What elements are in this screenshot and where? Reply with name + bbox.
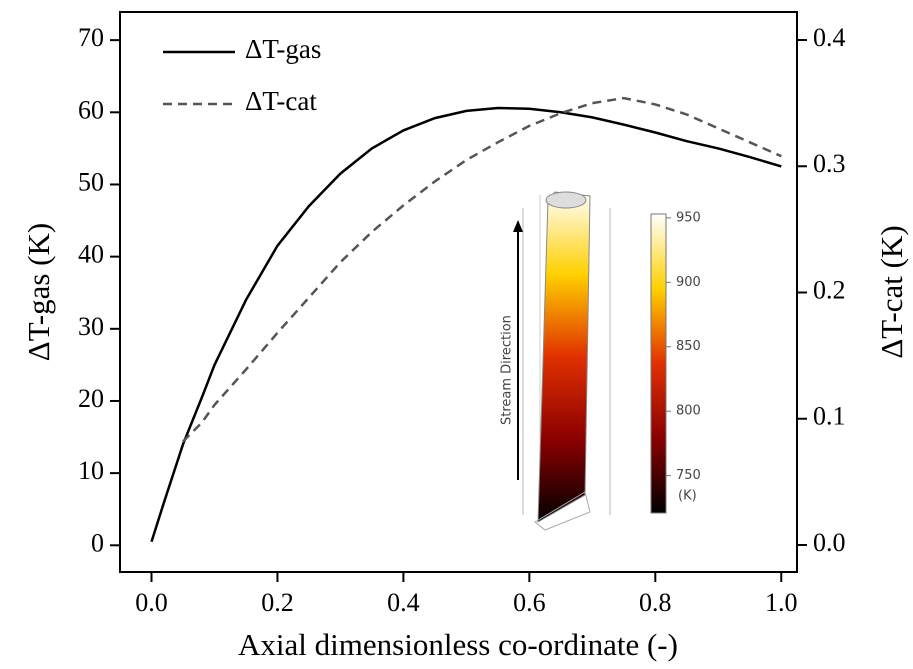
colorbar: [650, 213, 667, 514]
y2-axis-title: ΔT-cat (K): [874, 225, 909, 358]
x-tick-label: 0.4: [387, 588, 420, 617]
y-tick-label: 50: [78, 167, 104, 196]
y2-tick-label: 0.4: [813, 23, 846, 52]
colorbar-tick-label: 750: [676, 468, 701, 483]
y2-tick-label: 0.2: [813, 275, 846, 304]
y2-tick-label: 0.3: [813, 149, 846, 178]
x-tick-label: 0.2: [261, 588, 294, 617]
y2-tick-label: 0.0: [813, 528, 846, 557]
y-tick-label: 20: [78, 384, 104, 413]
legend-label: ΔT-gas: [245, 34, 321, 64]
x-tick-label: 0.8: [639, 588, 672, 617]
colorbar-tick-label: 850: [676, 339, 701, 354]
y-tick-label: 70: [78, 23, 104, 52]
colorbar-tick-label: 900: [676, 275, 701, 290]
y-tick-label: 0: [91, 528, 104, 557]
colorbar-tick-label: 950: [676, 210, 701, 225]
y-tick-label: 40: [78, 240, 104, 269]
y-tick-label: 30: [78, 312, 104, 341]
y2-tick-label: 0.1: [813, 402, 846, 431]
y-tick-label: 60: [78, 95, 104, 124]
x-axis-title: Axial dimensionless co-ordinate (-): [238, 627, 678, 662]
legend-label: ΔT-cat: [245, 86, 317, 116]
colorbar-tick-label: 800: [676, 404, 701, 419]
colorbar-unit: (K): [678, 489, 697, 504]
data-line: [150, 106, 782, 543]
inset-figure: [513, 191, 667, 531]
y-tick-label: 10: [78, 456, 104, 485]
inset-annotation: Stream Direction: [500, 315, 515, 425]
x-tick-label: 0.0: [135, 588, 168, 617]
y-axis-title: ΔT-gas (K): [21, 223, 56, 361]
data-line: [182, 96, 782, 443]
x-tick-label: 0.6: [513, 588, 546, 617]
x-tick-label: 1.0: [765, 588, 798, 617]
